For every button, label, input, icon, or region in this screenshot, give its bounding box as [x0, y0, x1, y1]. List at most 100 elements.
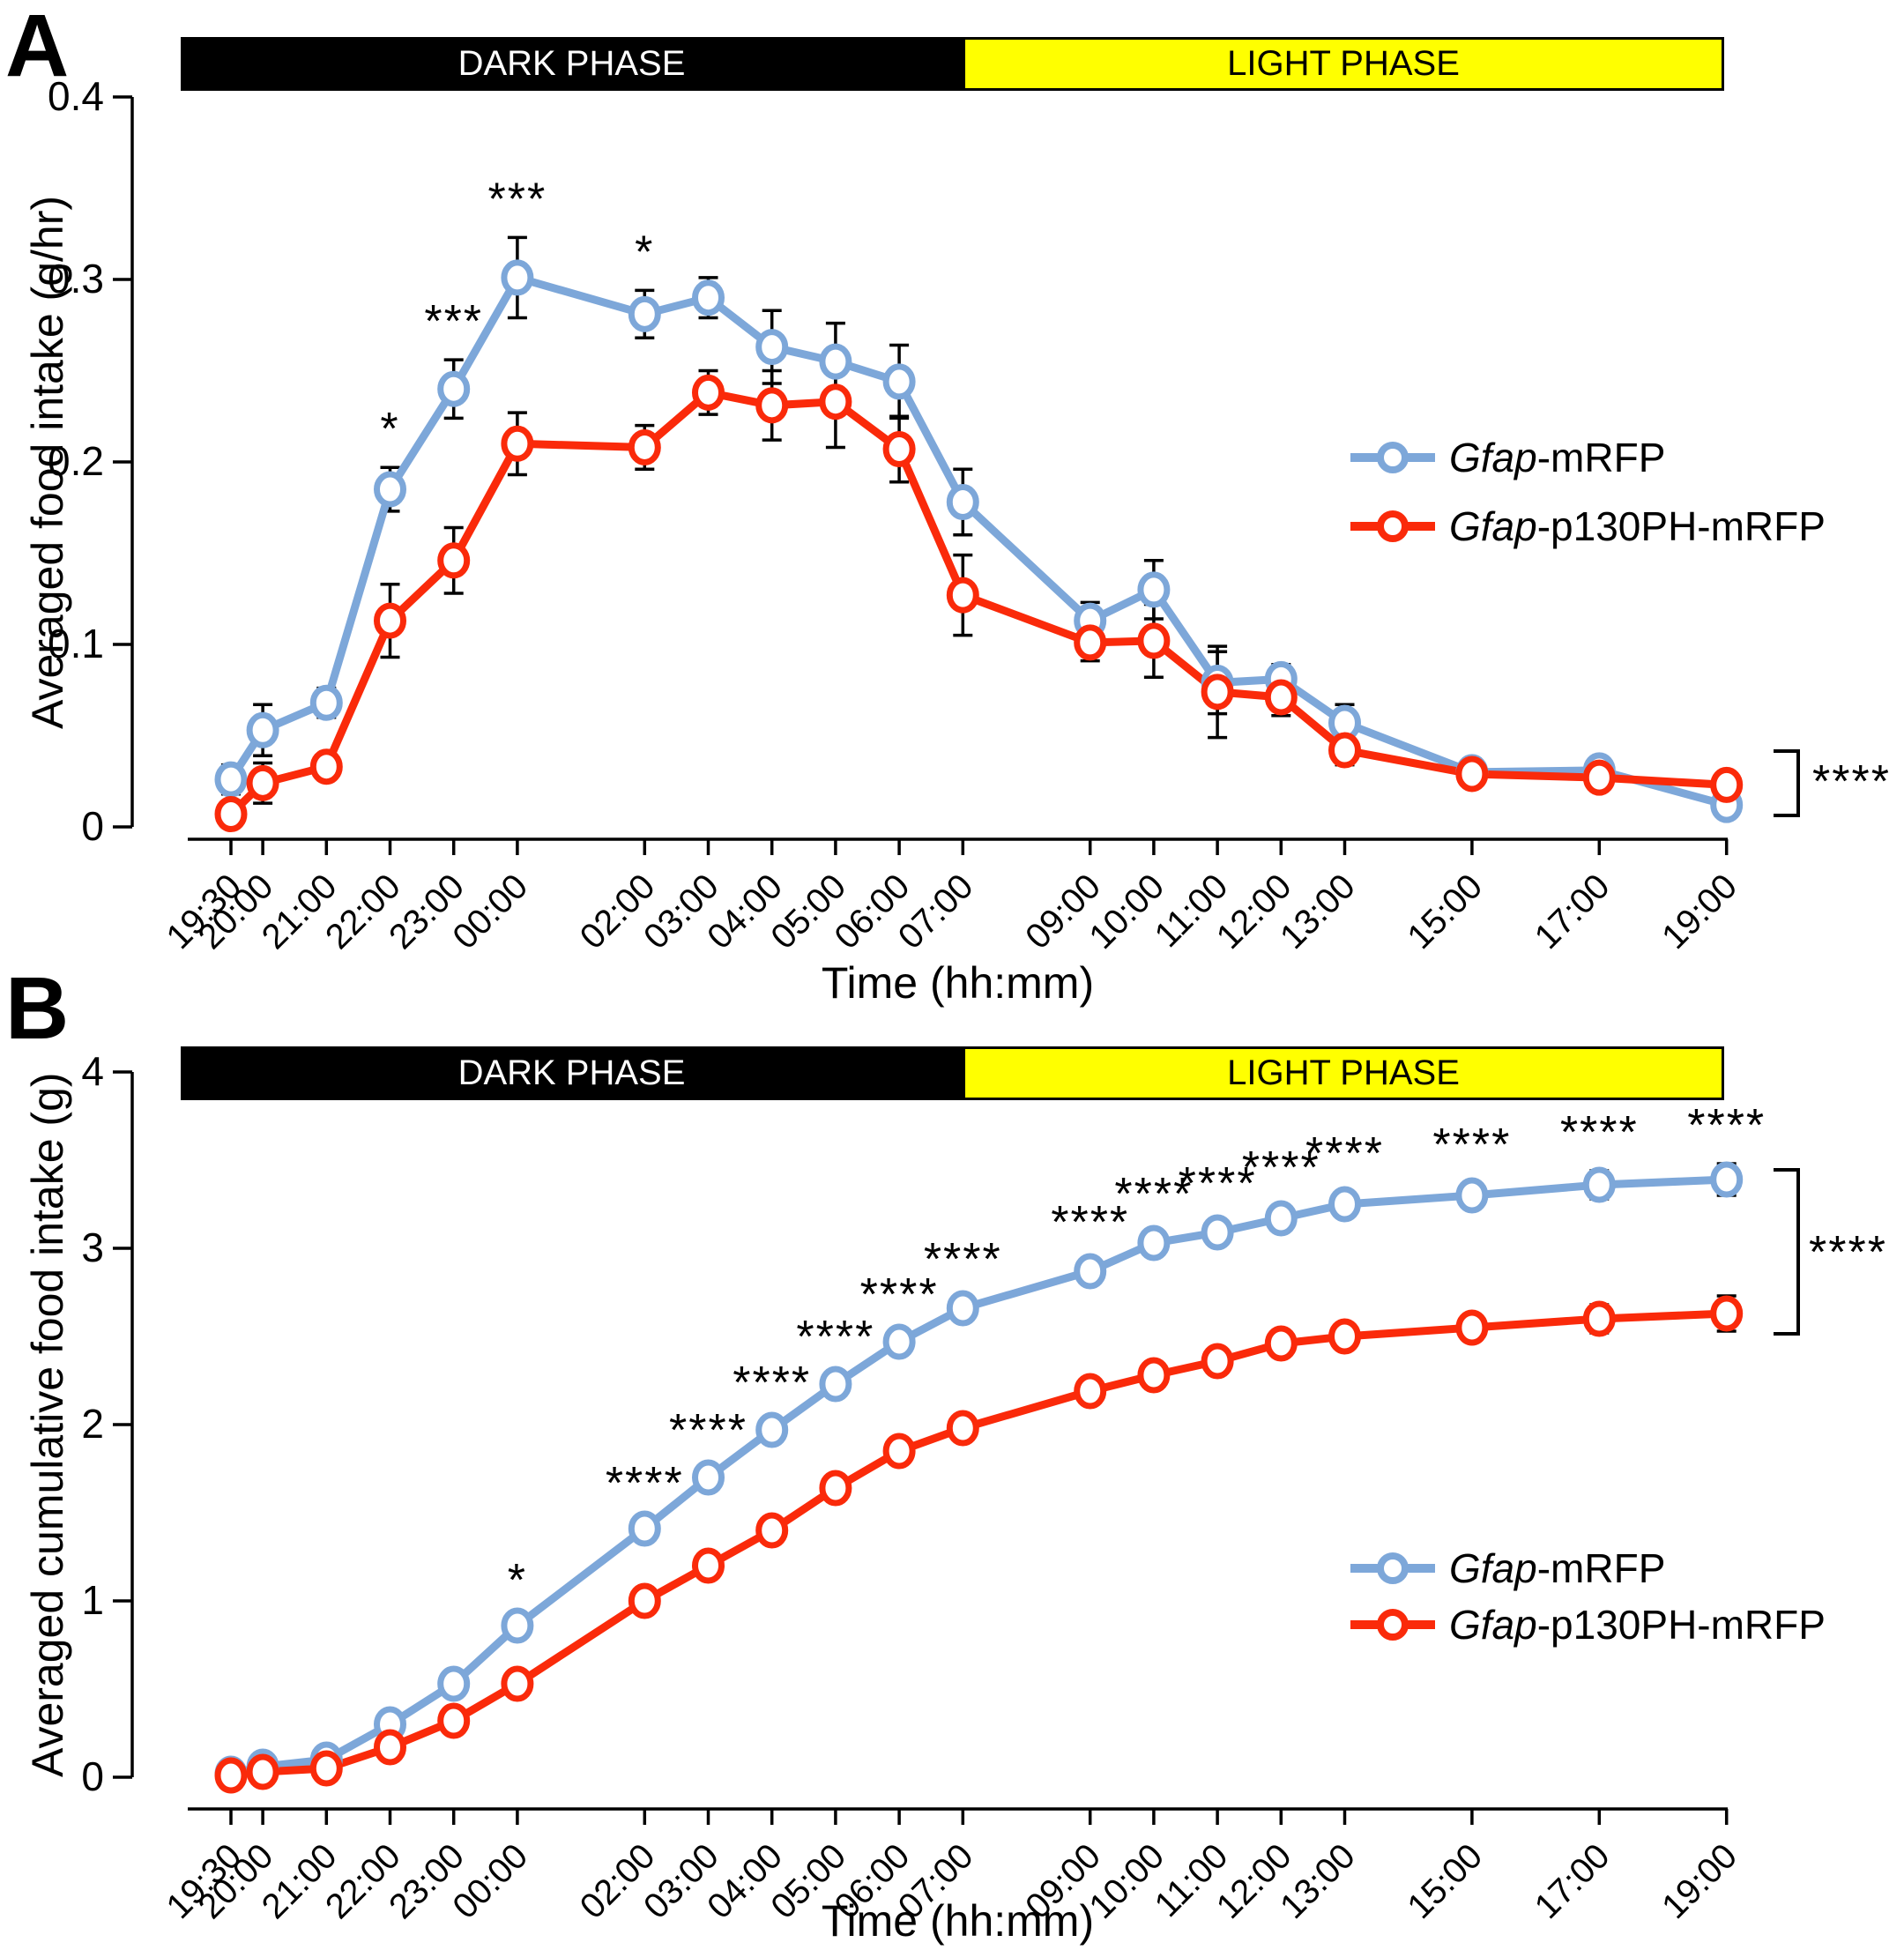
panel-b-significance-stars: **** — [924, 1234, 1002, 1285]
light-phase-label-b: LIGHT PHASE — [1227, 1053, 1460, 1092]
panel-a-x-tick-label: 12:00 — [1209, 867, 1299, 956]
panel-b-letter: B — [5, 959, 70, 1058]
panel-b-data-point — [1710, 1295, 1744, 1332]
panel-a-y-tick-label: 0.3 — [48, 256, 104, 301]
light-phase-label-a: LIGHT PHASE — [1227, 44, 1460, 83]
light-phase-bar-b: LIGHT PHASE — [963, 1046, 1724, 1100]
panel-b-data-point — [437, 1702, 471, 1739]
legend-label-rest: -mRFP — [1536, 435, 1666, 480]
panel-a-x-tick-label: 07:00 — [891, 867, 981, 956]
panel-a-significance-stars: *** — [488, 174, 547, 225]
panel-b-data-point — [1582, 1300, 1616, 1337]
panel-a-x-tick-label: 21:00 — [255, 867, 345, 956]
legend-label-rest: -p130PH-mRFP — [1536, 1602, 1826, 1648]
legend-label-rest: -mRFP — [1536, 1545, 1666, 1591]
panel-b-data-point — [1074, 1373, 1107, 1410]
panel-b-data-point — [437, 1665, 471, 1702]
panel-b-significance-stars: * — [508, 1555, 527, 1606]
panel-b-data-point — [755, 1411, 789, 1448]
panel-a-data-point — [1328, 732, 1361, 769]
panel-a-data-point — [501, 259, 534, 296]
panel-a-x-tick-label: 19:00 — [1655, 867, 1744, 956]
panel-a-data-point — [755, 387, 789, 424]
panel-a-x-tick-label: 09:00 — [1018, 867, 1108, 956]
panel-a-data-point — [946, 484, 979, 521]
panel-a-data-point — [1582, 759, 1616, 796]
panel-b-significance-stars: **** — [733, 1358, 811, 1409]
panel-a-data-point — [214, 761, 248, 798]
panel-b-data-point — [214, 1757, 248, 1794]
dark-phase-bar-a: DARK PHASE — [181, 37, 963, 91]
legend-item-gfap-p130ph-mrfp: Gfap-p130PH-mRFP — [1350, 502, 1826, 550]
panel-a-data-point — [692, 374, 725, 411]
light-phase-bar-a: LIGHT PHASE — [963, 37, 1724, 91]
panel-a-x-tick-label: 23:00 — [382, 867, 472, 956]
panel-a-x-tick-label: 06:00 — [828, 867, 918, 956]
panel-a-y-tick-label: 0.1 — [48, 621, 104, 666]
legend-label: Gfap-mRFP — [1449, 434, 1665, 481]
panel-b-data-point — [1137, 1224, 1171, 1262]
panel-b-significance-stars: **** — [606, 1458, 684, 1509]
panel-b-data-point — [755, 1512, 789, 1549]
panel-a-data-point — [214, 796, 248, 833]
panel-b-legend: Gfap-mRFP Gfap-p130PH-mRFP — [1350, 1544, 1826, 1657]
panel-a-y-tick-label: 0.2 — [48, 438, 104, 484]
panel-b-significance-stars: **** — [1051, 1197, 1129, 1248]
panel-b-significance-stars: **** — [1242, 1142, 1320, 1194]
panel-a-letter: A — [5, 0, 70, 95]
panel-b-significance-bracket — [1774, 1168, 1800, 1336]
panel-b-data-point — [1710, 1161, 1744, 1198]
panel-b-data-point — [246, 1753, 279, 1790]
panel-b-data-point — [628, 1510, 661, 1547]
panel-a-legend: Gfap-mRFP Gfap-p130PH-mRFP — [1350, 434, 1826, 571]
panel-b-significance-stars: **** — [1114, 1169, 1193, 1220]
panel-b-data-point — [1201, 1343, 1234, 1380]
panel-b-data-point — [819, 1366, 852, 1403]
blue-line-circle-marker-icon — [1350, 442, 1435, 473]
panel-a-data-point — [1455, 755, 1489, 793]
panel-b-data-point — [1582, 1166, 1616, 1203]
panel-a-data-point — [1137, 571, 1171, 608]
panel-a-y-tick-label: 0 — [81, 803, 104, 849]
red-line-circle-marker-icon — [1350, 1609, 1435, 1641]
panel-a-x-tick-label: 00:00 — [445, 867, 535, 956]
legend-label-italic: Gfap — [1449, 503, 1537, 549]
panel-a-data-point — [1137, 622, 1171, 659]
blue-line-circle-marker-icon — [1350, 1552, 1435, 1584]
panel-a-x-tick-label: 02:00 — [573, 867, 663, 956]
panel-b-data-point — [1264, 1200, 1298, 1237]
panel-a-significance-stars: * — [635, 227, 654, 278]
panel-b-y-tick-label: 4 — [81, 1048, 104, 1094]
panel-b-significance-stars: **** — [1179, 1158, 1257, 1209]
panel-b-data-point — [1074, 1253, 1107, 1290]
panel-a-x-axis-title: Time (hh:mm) — [821, 958, 1095, 1008]
panel-a-data-point — [1710, 766, 1744, 803]
red-line-circle-marker-icon — [1350, 510, 1435, 542]
panel-a-data-point — [628, 295, 661, 332]
panel-a-data-point — [309, 684, 343, 721]
panel-b-data-point — [1455, 1177, 1489, 1214]
panel-b-data-point — [628, 1582, 661, 1619]
panel-a-data-point — [755, 329, 789, 366]
panel-a-x-tick-label: 04:00 — [700, 867, 790, 956]
panel-b-data-point — [374, 1729, 406, 1766]
panel-b-significance-stars: **** — [1305, 1128, 1384, 1180]
panel-b-data-point — [501, 1665, 534, 1702]
panel-a-x-tick-label: 13:00 — [1273, 867, 1363, 956]
panel-b-significance-stars: **** — [1432, 1120, 1511, 1171]
panel-b-data-point — [692, 1547, 725, 1584]
panel-a-data-point — [437, 370, 471, 407]
panel-b-data-point — [1264, 1325, 1298, 1362]
panel-a-y-tick-label: 0.4 — [48, 73, 104, 119]
panel-a-significance-bracket — [1774, 749, 1800, 817]
panel-a-data-point — [437, 542, 471, 579]
panel-a-data-point — [309, 748, 343, 785]
panel-b-data-point — [946, 1410, 979, 1447]
panel-b-data-point — [309, 1750, 343, 1787]
legend-item-gfap-p130ph-mrfp: Gfap-p130PH-mRFP — [1350, 1601, 1826, 1649]
dark-phase-label-a: DARK PHASE — [457, 44, 686, 83]
panel-b-significance-stars: **** — [860, 1269, 939, 1321]
panel-a-significance-stars: *** — [424, 296, 483, 347]
